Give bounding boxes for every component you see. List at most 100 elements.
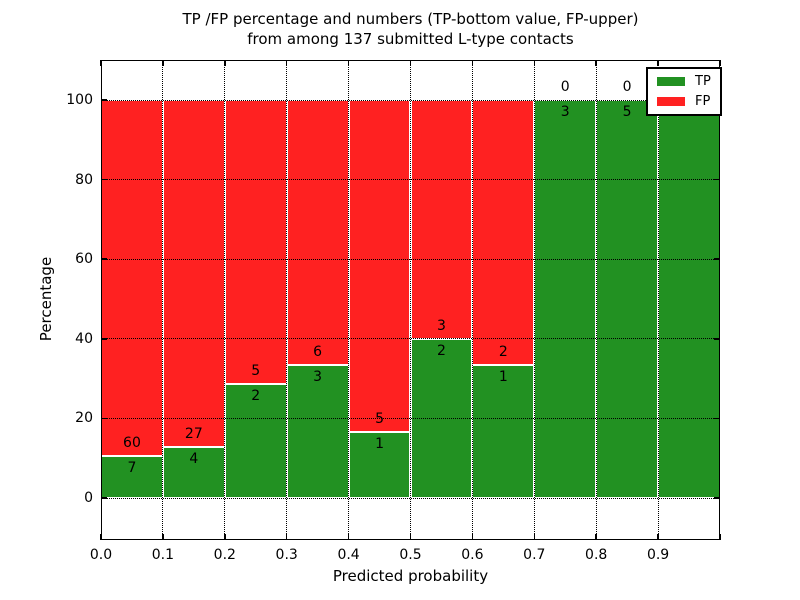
x-tick-mark xyxy=(719,60,721,66)
tp-bar-segment xyxy=(286,365,349,498)
x-tick-label: 0.2 xyxy=(213,547,236,563)
gridline-vertical xyxy=(533,60,535,540)
x-tick-mark xyxy=(224,60,226,66)
y-tick-label: 20 xyxy=(75,410,93,427)
tp-bar-segment xyxy=(534,100,597,498)
fp-count-label: 60 xyxy=(123,435,141,452)
legend-label: FP xyxy=(695,94,711,109)
fp-bar-segment xyxy=(162,100,225,447)
x-tick-label: 0.5 xyxy=(399,547,422,563)
gridline-vertical xyxy=(162,60,164,540)
chart-title: TP /FP percentage and numbers (TP-bottom… xyxy=(101,9,720,49)
gridline-horizontal xyxy=(101,497,720,499)
y-tick-mark xyxy=(101,497,107,499)
x-tick-mark xyxy=(471,60,474,66)
y-tick-mark xyxy=(101,258,107,260)
x-tick-label: 0.4 xyxy=(337,547,360,563)
y-tick-label: 100 xyxy=(66,92,93,108)
gridline-vertical xyxy=(657,60,659,540)
y-tick-label: 40 xyxy=(75,330,93,347)
gridline-horizontal xyxy=(101,417,720,419)
y-tick-mark xyxy=(714,178,720,181)
y-tick-mark xyxy=(101,417,107,420)
gridline-vertical xyxy=(224,60,226,540)
gridline-vertical xyxy=(286,60,288,540)
gridline-horizontal xyxy=(101,258,720,260)
tp-count-label: 3 xyxy=(313,369,323,386)
gridline-horizontal xyxy=(101,99,720,101)
x-tick-mark xyxy=(347,534,350,540)
x-tick-label: 0.9 xyxy=(646,547,670,563)
y-tick-label: 60 xyxy=(75,251,93,268)
x-tick-mark xyxy=(162,534,164,540)
x-tick-label: 0.3 xyxy=(275,547,298,563)
x-tick-mark xyxy=(347,60,350,66)
y-tick-label: 80 xyxy=(75,171,93,188)
legend-swatch-fp xyxy=(657,97,685,106)
x-tick-mark xyxy=(595,60,597,66)
fp-count-label: 5 xyxy=(375,410,384,427)
x-tick-mark xyxy=(595,534,597,540)
gridline-vertical xyxy=(595,60,597,540)
x-tick-mark xyxy=(100,60,102,66)
x-tick-label: 0.0 xyxy=(89,547,113,563)
x-tick-label: 0.1 xyxy=(151,547,175,563)
chart-title-line2: from among 137 submitted L-type contacts xyxy=(247,30,574,48)
legend-label: TP xyxy=(695,74,711,89)
x-tick-mark xyxy=(409,534,412,540)
tp-bar-segment xyxy=(596,100,659,498)
y-tick-mark xyxy=(714,338,720,340)
tp-bar-segment xyxy=(658,100,720,498)
x-tick-mark xyxy=(471,534,474,540)
fp-bar-segment xyxy=(410,100,473,339)
tp-count-label: 1 xyxy=(375,435,384,452)
x-tick-mark xyxy=(657,534,659,540)
y-tick-mark xyxy=(714,497,720,499)
y-tick-mark xyxy=(714,417,720,420)
tp-count-label: 7 xyxy=(127,460,137,477)
fp-bar-segment xyxy=(101,100,163,457)
legend-swatch-tp xyxy=(657,77,685,86)
fp-count-label: 27 xyxy=(184,425,203,442)
fp-count-label: 0 xyxy=(622,79,632,95)
fp-count-label: 5 xyxy=(251,363,261,380)
fp-count-label: 6 xyxy=(313,344,323,361)
tp-count-label: 4 xyxy=(189,450,199,467)
gridline-horizontal xyxy=(101,338,720,340)
chart-title-line1: TP /FP percentage and numbers (TP-bottom… xyxy=(182,10,639,28)
x-tick-label: 0.6 xyxy=(461,547,484,563)
fp-count-label: 0 xyxy=(560,79,570,95)
gridline-vertical xyxy=(410,60,411,540)
fp-bar-segment xyxy=(348,100,411,432)
x-tick-mark xyxy=(285,534,288,540)
x-tick-mark xyxy=(162,60,164,66)
gridline-vertical xyxy=(348,60,350,540)
legend: TP FP xyxy=(646,67,722,116)
x-tick-mark xyxy=(533,60,536,66)
x-tick-label: 0.7 xyxy=(523,547,546,563)
x-tick-mark xyxy=(100,534,102,540)
x-axis-label: Predicted probability xyxy=(332,567,489,585)
tp-count-label: 2 xyxy=(251,388,261,405)
gridline-vertical xyxy=(471,60,473,540)
tp-count-label: 2 xyxy=(436,342,446,359)
tp-bar-segment xyxy=(472,365,535,498)
fp-count-label: 2 xyxy=(498,344,508,361)
fp-bar-segment xyxy=(286,100,349,366)
x-tick-label: 0.8 xyxy=(585,547,608,563)
y-axis-label: Percentage xyxy=(37,256,55,342)
y-tick-mark xyxy=(101,338,107,340)
legend-entry-tp: TP xyxy=(657,75,711,88)
x-tick-mark xyxy=(719,534,721,540)
y-tick-mark xyxy=(101,99,107,101)
x-tick-mark xyxy=(285,60,288,66)
x-tick-mark xyxy=(657,60,659,66)
fp-bar-segment xyxy=(224,100,287,385)
x-tick-mark xyxy=(533,534,536,540)
fp-bar-segment xyxy=(472,100,535,366)
legend-entry-fp: FP xyxy=(657,95,711,108)
fp-count-label: 3 xyxy=(436,317,446,334)
y-tick-mark xyxy=(714,258,720,260)
